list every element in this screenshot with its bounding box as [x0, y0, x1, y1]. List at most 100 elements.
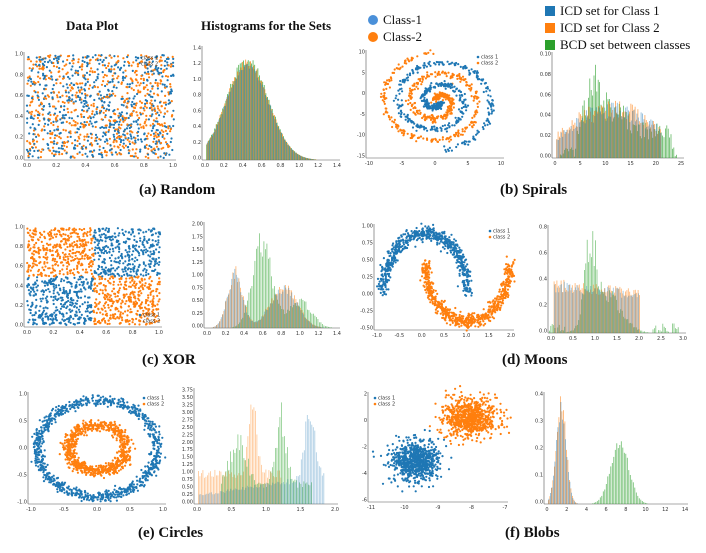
histogram-bar	[641, 138, 642, 158]
data-point	[118, 120, 121, 123]
data-point	[138, 323, 141, 326]
class-legend: Class-1 Class-2	[368, 11, 422, 45]
data-point	[423, 64, 427, 67]
data-point	[86, 271, 89, 274]
data-point	[118, 137, 121, 140]
data-point	[444, 306, 448, 309]
data-point	[461, 130, 464, 133]
data-point	[130, 78, 133, 81]
histogram-bar	[588, 106, 590, 158]
data-point	[153, 147, 156, 150]
data-point	[419, 135, 423, 138]
histogram-bar	[229, 289, 231, 328]
data-point	[162, 130, 165, 133]
data-point	[67, 111, 70, 114]
data-point	[72, 57, 75, 60]
data-point	[49, 54, 52, 57]
data-point	[146, 88, 149, 91]
data-point	[488, 122, 492, 125]
histogram-bar	[296, 154, 298, 160]
data-point	[144, 155, 147, 158]
data-point	[81, 82, 84, 85]
data-point	[164, 129, 167, 132]
data-point	[429, 49, 432, 52]
data-point	[170, 137, 173, 140]
histogram-bar	[569, 130, 571, 158]
legend-marker-class1	[136, 56, 140, 60]
data-point	[133, 155, 136, 158]
histogram-bar	[285, 142, 287, 160]
x-tick-label: 0.0	[203, 331, 211, 337]
data-point	[143, 71, 147, 74]
histogram-bar	[559, 138, 561, 158]
data-point	[101, 239, 104, 242]
data-point	[409, 101, 412, 105]
data-point	[66, 141, 69, 144]
histogram-bar	[250, 319, 252, 328]
histogram-bar	[629, 122, 631, 158]
data-point	[406, 79, 409, 82]
data-point	[33, 313, 36, 317]
data-point	[421, 80, 424, 83]
data-point	[62, 264, 65, 267]
data-point	[108, 108, 111, 111]
data-point	[415, 239, 419, 242]
data-point	[115, 267, 119, 270]
data-point	[481, 79, 484, 82]
data-point	[172, 65, 175, 68]
y-tick-label: -0.50	[360, 326, 373, 332]
data-point	[72, 119, 75, 122]
data-point	[28, 141, 31, 144]
data-point	[168, 92, 171, 95]
data-point	[145, 114, 148, 117]
data-point	[90, 239, 93, 242]
histogram-bar	[242, 69, 244, 160]
data-point	[426, 71, 429, 74]
legend-marker-class2	[136, 62, 140, 66]
y-tick-label: 1.4	[193, 46, 201, 52]
data-point	[110, 68, 113, 71]
data-point	[27, 240, 30, 243]
data-point	[111, 238, 114, 241]
data-point	[70, 124, 73, 127]
data-point	[63, 303, 66, 306]
data-point	[54, 150, 57, 153]
data-point	[119, 140, 122, 144]
data-point	[32, 246, 35, 249]
data-point	[56, 250, 59, 253]
data-point	[118, 247, 121, 251]
data-point	[88, 123, 91, 126]
histogram-bar	[265, 309, 267, 328]
histogram-bar	[213, 132, 215, 160]
data-point	[125, 85, 128, 89]
data-point	[116, 227, 119, 230]
data-point	[427, 107, 431, 110]
data-point	[49, 250, 52, 253]
data-point	[51, 319, 54, 322]
data-point	[102, 260, 105, 263]
data-point	[139, 237, 142, 240]
data-point	[63, 319, 67, 322]
data-point	[443, 83, 446, 86]
y-tick-label: 0.50	[362, 258, 373, 264]
data-point	[61, 77, 65, 80]
data-point	[147, 153, 150, 156]
data-point	[409, 136, 412, 140]
data-point	[48, 59, 51, 62]
data-point	[35, 286, 38, 289]
data-point	[83, 102, 86, 105]
data-point	[423, 126, 426, 129]
data-point	[46, 282, 49, 285]
data-point	[112, 110, 115, 113]
data-point	[74, 131, 77, 134]
data-point	[167, 145, 170, 149]
histogram-bar	[303, 314, 305, 328]
data-point	[52, 257, 55, 260]
data-point	[54, 153, 57, 156]
data-point	[459, 110, 462, 113]
histogram-bar	[309, 158, 311, 160]
data-point	[99, 236, 102, 239]
data-point	[123, 233, 126, 237]
data-point	[130, 233, 133, 236]
data-point	[458, 94, 461, 97]
